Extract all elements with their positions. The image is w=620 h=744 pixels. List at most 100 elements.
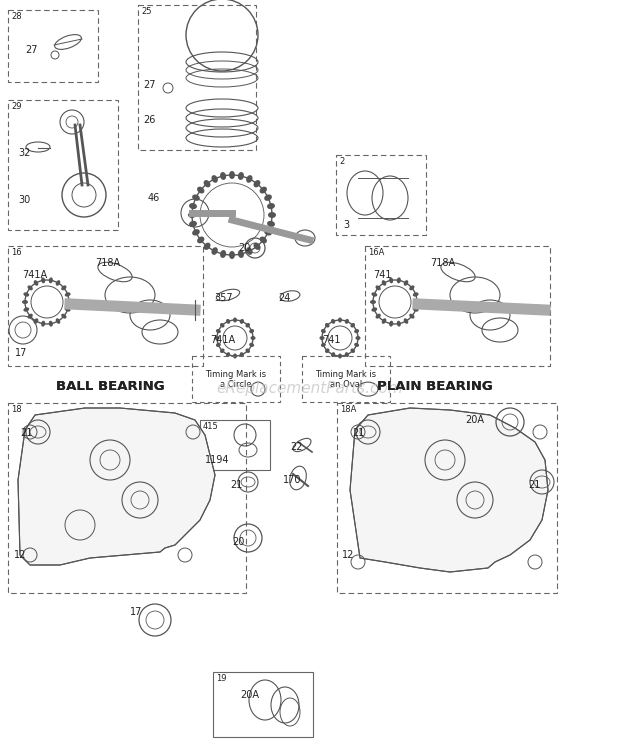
- Ellipse shape: [264, 194, 272, 201]
- Ellipse shape: [338, 318, 342, 322]
- Text: 29: 29: [11, 102, 22, 111]
- Ellipse shape: [260, 187, 267, 193]
- Ellipse shape: [268, 212, 276, 218]
- Ellipse shape: [267, 221, 275, 227]
- Ellipse shape: [22, 300, 28, 304]
- Text: 741A: 741A: [210, 335, 235, 345]
- Ellipse shape: [338, 353, 342, 359]
- Bar: [8, 246, 203, 366]
- Ellipse shape: [246, 323, 250, 327]
- Text: 27: 27: [143, 80, 156, 90]
- Text: 21: 21: [230, 480, 242, 490]
- Text: 2: 2: [339, 157, 344, 166]
- Ellipse shape: [56, 318, 60, 324]
- Ellipse shape: [66, 300, 72, 304]
- Ellipse shape: [370, 300, 376, 304]
- Text: 18A: 18A: [340, 405, 356, 414]
- Ellipse shape: [64, 292, 71, 297]
- Text: 27: 27: [25, 45, 37, 55]
- Ellipse shape: [354, 329, 359, 333]
- Ellipse shape: [33, 280, 38, 286]
- Ellipse shape: [254, 180, 260, 187]
- Ellipse shape: [41, 278, 45, 283]
- Text: 24: 24: [278, 293, 290, 303]
- Ellipse shape: [238, 172, 244, 180]
- Ellipse shape: [226, 352, 230, 357]
- Ellipse shape: [41, 321, 45, 327]
- Text: 1194: 1194: [205, 455, 229, 465]
- Ellipse shape: [233, 353, 237, 359]
- Ellipse shape: [240, 319, 244, 324]
- Text: 22: 22: [290, 442, 303, 452]
- Text: 46: 46: [148, 193, 160, 203]
- Ellipse shape: [404, 318, 409, 324]
- Ellipse shape: [246, 348, 250, 353]
- Ellipse shape: [189, 221, 197, 227]
- Ellipse shape: [267, 203, 275, 209]
- Ellipse shape: [27, 286, 33, 290]
- Ellipse shape: [197, 187, 205, 193]
- Text: 21: 21: [528, 480, 541, 490]
- Ellipse shape: [203, 180, 210, 187]
- Ellipse shape: [389, 321, 393, 327]
- Text: 12: 12: [14, 550, 27, 560]
- Ellipse shape: [61, 286, 66, 290]
- Text: an Oval: an Oval: [330, 380, 362, 389]
- Ellipse shape: [321, 343, 326, 347]
- Bar: [138, 5, 256, 150]
- Ellipse shape: [49, 321, 53, 327]
- Text: 415: 415: [203, 422, 219, 431]
- Ellipse shape: [260, 237, 267, 243]
- Ellipse shape: [24, 292, 29, 297]
- Text: 25: 25: [141, 7, 151, 16]
- Bar: [365, 246, 550, 366]
- Text: 32: 32: [18, 148, 30, 158]
- Ellipse shape: [246, 247, 252, 255]
- Bar: [192, 356, 280, 402]
- Ellipse shape: [229, 251, 235, 259]
- Ellipse shape: [350, 323, 355, 327]
- Bar: [8, 10, 98, 82]
- Ellipse shape: [325, 323, 330, 327]
- Ellipse shape: [192, 194, 200, 201]
- Bar: [302, 356, 390, 402]
- Bar: [8, 403, 246, 593]
- Ellipse shape: [220, 250, 226, 258]
- Text: 20A: 20A: [240, 690, 259, 700]
- Ellipse shape: [216, 343, 221, 347]
- Ellipse shape: [220, 172, 226, 180]
- Bar: [213, 672, 313, 737]
- Text: 17: 17: [130, 607, 143, 617]
- Ellipse shape: [246, 175, 252, 183]
- Ellipse shape: [413, 292, 418, 297]
- Ellipse shape: [203, 243, 210, 250]
- Ellipse shape: [215, 336, 219, 340]
- Text: 20A: 20A: [465, 415, 484, 425]
- Ellipse shape: [345, 352, 349, 357]
- Ellipse shape: [397, 321, 401, 327]
- Text: 718A: 718A: [95, 258, 120, 268]
- Ellipse shape: [33, 318, 38, 324]
- Ellipse shape: [192, 229, 200, 236]
- Ellipse shape: [331, 319, 335, 324]
- Text: Timing Mark is: Timing Mark is: [205, 370, 267, 379]
- Ellipse shape: [413, 307, 418, 312]
- Ellipse shape: [220, 323, 224, 327]
- Text: 20: 20: [232, 537, 244, 547]
- Ellipse shape: [371, 307, 377, 312]
- Ellipse shape: [376, 314, 381, 318]
- Text: 718A: 718A: [430, 258, 455, 268]
- Ellipse shape: [240, 352, 244, 357]
- Ellipse shape: [354, 343, 359, 347]
- Polygon shape: [350, 408, 548, 572]
- Ellipse shape: [325, 348, 330, 353]
- Bar: [337, 403, 557, 593]
- Ellipse shape: [226, 319, 230, 324]
- Text: 21: 21: [352, 428, 365, 438]
- Text: 17: 17: [15, 348, 27, 358]
- Ellipse shape: [56, 280, 60, 286]
- Text: 741: 741: [322, 335, 340, 345]
- Text: 30: 30: [18, 195, 30, 205]
- Ellipse shape: [409, 286, 415, 290]
- Ellipse shape: [382, 318, 386, 324]
